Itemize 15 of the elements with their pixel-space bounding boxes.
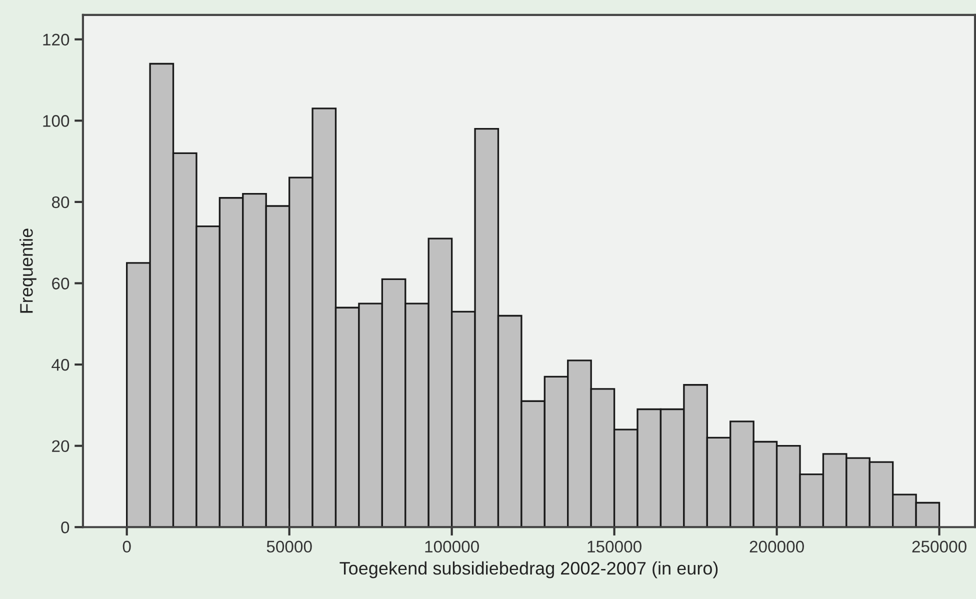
y-tick-label: 40 (52, 358, 70, 371)
x-axis-title: Toegekend subsidiebedrag 2002-2007 (in euro) (340, 561, 718, 578)
y-tick-label: 100 (43, 115, 70, 127)
x-tick-label: 100000 (425, 540, 479, 553)
x-tick-label: 0 (122, 540, 131, 553)
y-tick-label: 0 (61, 522, 70, 534)
x-tick-label: 200000 (750, 540, 804, 553)
y-tick-label: 80 (52, 196, 70, 208)
x-tick-label: 50000 (266, 540, 312, 553)
y-axis-title: Frequentie (20, 228, 36, 313)
y-tick-label: 60 (52, 278, 70, 290)
y-tick-label: 120 (43, 34, 70, 46)
x-tick-label: 250000 (912, 540, 966, 553)
y-tick-label: 20 (52, 440, 70, 452)
x-tick-label: 150000 (588, 540, 642, 553)
